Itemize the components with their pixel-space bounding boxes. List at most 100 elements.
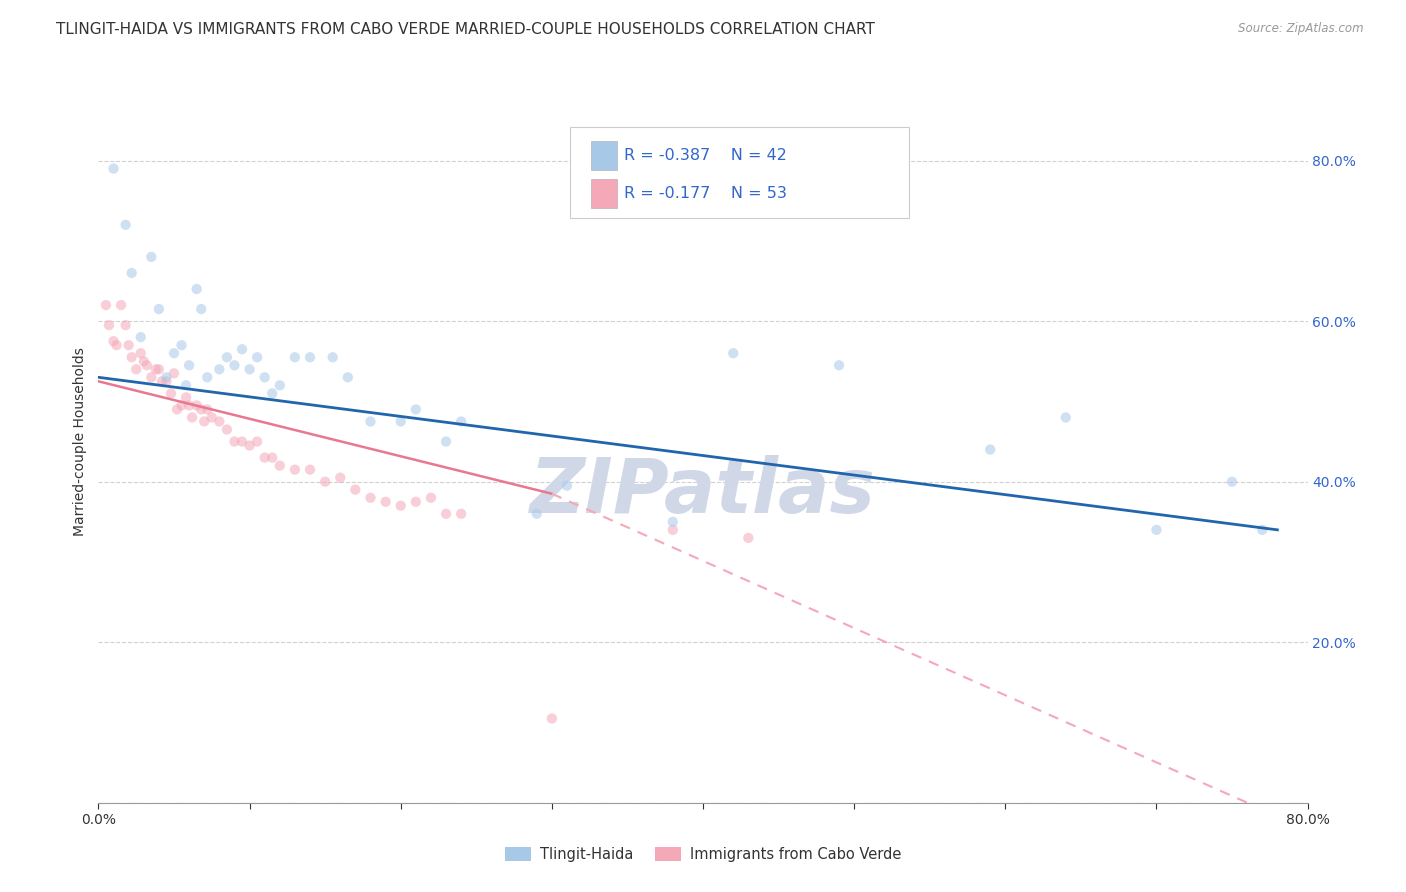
Point — [179, 358, 201, 372]
Bar — [591, 178, 617, 208]
Point — [661, 515, 683, 529]
Point — [1220, 475, 1243, 489]
Point — [103, 161, 125, 176]
Text: TLINGIT-HAIDA VS IMMIGRANTS FROM CABO VERDE MARRIED-COUPLE HOUSEHOLDS CORRELATIO: TLINGIT-HAIDA VS IMMIGRANTS FROM CABO VE… — [56, 22, 875, 37]
Point — [132, 354, 155, 368]
Point — [239, 362, 262, 376]
Point — [231, 342, 253, 356]
Point — [103, 334, 125, 348]
Point — [828, 358, 851, 372]
Point — [110, 298, 132, 312]
Point — [389, 414, 412, 428]
Point — [661, 523, 683, 537]
Point — [224, 434, 246, 449]
Point — [129, 346, 152, 360]
Point — [336, 370, 359, 384]
Point — [314, 475, 336, 489]
Point — [125, 362, 148, 376]
Point — [148, 362, 170, 376]
Point — [141, 250, 163, 264]
Point — [389, 499, 412, 513]
Point — [450, 414, 472, 428]
Point — [190, 301, 212, 317]
Point — [155, 370, 177, 384]
Point — [540, 712, 562, 726]
Point — [145, 362, 167, 376]
Point — [208, 362, 231, 376]
Point — [246, 434, 269, 449]
Point — [135, 358, 157, 372]
Point — [329, 470, 352, 484]
Point — [979, 442, 1001, 457]
FancyBboxPatch shape — [569, 128, 908, 218]
Point — [179, 398, 201, 412]
Point — [555, 478, 578, 492]
Point — [253, 450, 276, 465]
Point — [284, 350, 307, 364]
Point — [190, 402, 212, 417]
Point — [155, 374, 177, 388]
Point — [195, 370, 218, 384]
Point — [163, 346, 186, 360]
Point — [215, 422, 238, 436]
Point — [94, 298, 117, 312]
Point — [1144, 523, 1167, 537]
Point — [269, 378, 291, 392]
Point — [450, 507, 472, 521]
Point — [253, 370, 276, 384]
Point — [299, 350, 322, 364]
Point — [181, 410, 204, 425]
Point — [239, 438, 262, 452]
Point — [118, 338, 141, 352]
Bar — [591, 141, 617, 170]
Point — [246, 350, 269, 364]
Point — [114, 318, 136, 332]
Point — [170, 338, 193, 352]
Point — [105, 338, 128, 352]
Text: R = -0.387    N = 42: R = -0.387 N = 42 — [624, 148, 787, 163]
Point — [1251, 523, 1274, 537]
Point — [215, 350, 238, 364]
Point — [174, 390, 197, 404]
Point — [174, 378, 197, 392]
Point — [193, 414, 215, 428]
Text: Source: ZipAtlas.com: Source: ZipAtlas.com — [1239, 22, 1364, 36]
Text: R = -0.177    N = 53: R = -0.177 N = 53 — [624, 186, 787, 201]
Point — [201, 410, 224, 425]
Point — [269, 458, 291, 473]
Point — [434, 434, 457, 449]
Y-axis label: Married-couple Households: Married-couple Households — [73, 347, 87, 536]
Point — [186, 282, 208, 296]
Point — [141, 370, 163, 384]
Point — [405, 402, 427, 417]
Point — [420, 491, 443, 505]
Point — [121, 350, 143, 364]
Point — [150, 374, 173, 388]
Point — [344, 483, 367, 497]
Point — [163, 366, 186, 380]
Text: ZIPatlas: ZIPatlas — [530, 455, 876, 529]
Point — [148, 301, 170, 317]
Point — [160, 386, 183, 401]
Point — [170, 398, 193, 412]
Point — [262, 386, 284, 401]
Point — [224, 358, 246, 372]
Point — [526, 507, 548, 521]
Point — [1054, 410, 1077, 425]
Point — [121, 266, 143, 280]
Point — [98, 318, 121, 332]
Point — [166, 402, 188, 417]
Point — [186, 398, 208, 412]
Legend: Tlingit-Haida, Immigrants from Cabo Verde: Tlingit-Haida, Immigrants from Cabo Verd… — [499, 840, 907, 868]
Point — [737, 531, 759, 545]
Point — [114, 218, 136, 232]
Point — [195, 402, 218, 417]
Point — [129, 330, 152, 344]
Point — [360, 491, 382, 505]
Point — [284, 462, 307, 476]
Point — [723, 346, 745, 360]
Point — [262, 450, 284, 465]
Point — [299, 462, 322, 476]
Point — [405, 494, 427, 508]
Point — [434, 507, 457, 521]
